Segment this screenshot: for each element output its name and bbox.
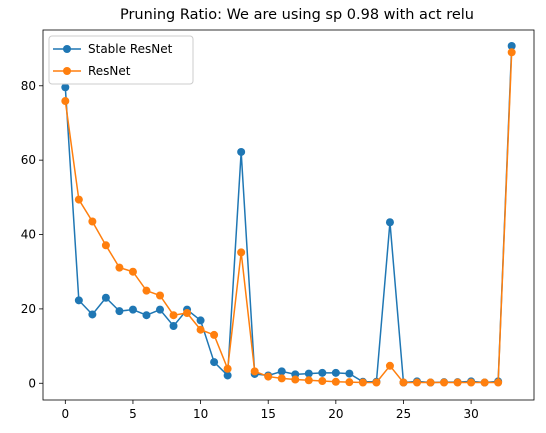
plot-area bbox=[61, 41, 516, 387]
data-point-1-1 bbox=[74, 195, 83, 204]
data-point-0-2 bbox=[88, 310, 97, 319]
y-tick-label-0: 0 bbox=[28, 376, 36, 390]
legend-marker-1 bbox=[63, 67, 71, 75]
data-point-0-12 bbox=[223, 371, 232, 380]
x-tick-label-2: 10 bbox=[193, 407, 208, 421]
y-tick-label-4: 80 bbox=[21, 79, 36, 93]
data-point-1-2 bbox=[88, 217, 97, 226]
data-point-1-33 bbox=[507, 48, 516, 57]
data-point-1-23 bbox=[372, 378, 381, 387]
chart-title: Pruning Ratio: We are using sp 0.98 with… bbox=[120, 7, 474, 23]
data-point-0-3 bbox=[101, 293, 110, 302]
data-point-1-7 bbox=[156, 291, 165, 300]
data-point-1-27 bbox=[426, 378, 435, 387]
data-point-0-13 bbox=[237, 147, 246, 156]
data-point-1-13 bbox=[237, 248, 246, 257]
data-point-1-26 bbox=[412, 378, 421, 387]
data-point-1-3 bbox=[101, 241, 110, 250]
data-point-0-11 bbox=[210, 358, 219, 367]
data-point-1-32 bbox=[494, 378, 503, 387]
data-point-1-24 bbox=[385, 361, 394, 370]
x-tick-label-1: 5 bbox=[129, 407, 137, 421]
x-tick-label-3: 15 bbox=[261, 407, 276, 421]
data-point-1-14 bbox=[250, 367, 259, 376]
data-point-0-19 bbox=[318, 368, 327, 377]
data-point-0-21 bbox=[345, 369, 354, 378]
series-line-0 bbox=[64, 45, 513, 384]
data-point-0-1 bbox=[74, 296, 83, 305]
data-point-0-10 bbox=[196, 316, 205, 325]
x-tick-label-4: 20 bbox=[328, 407, 343, 421]
legend-marker-0 bbox=[63, 45, 71, 53]
data-point-1-19 bbox=[318, 377, 327, 386]
data-point-0-4 bbox=[115, 307, 124, 316]
data-point-1-16 bbox=[277, 374, 286, 383]
data-point-1-11 bbox=[210, 330, 219, 339]
y-tick-label-3: 60 bbox=[21, 153, 36, 167]
data-point-1-18 bbox=[304, 376, 313, 385]
legend-box bbox=[48, 35, 194, 85]
legend-label-0: Stable ResNet bbox=[88, 42, 173, 56]
data-point-1-31 bbox=[480, 378, 489, 387]
data-point-1-25 bbox=[399, 378, 408, 387]
data-point-0-24 bbox=[385, 218, 394, 227]
data-point-1-5 bbox=[128, 267, 137, 276]
x-tick-label-5: 25 bbox=[396, 407, 411, 421]
y-tick-label-1: 20 bbox=[21, 302, 36, 316]
data-point-1-9 bbox=[183, 308, 192, 317]
data-point-1-29 bbox=[453, 378, 462, 387]
data-point-1-22 bbox=[358, 378, 367, 387]
data-point-0-5 bbox=[128, 305, 137, 314]
series-line-1 bbox=[64, 52, 513, 384]
x-tick-label-0: 0 bbox=[61, 407, 69, 421]
x-tick-label-6: 30 bbox=[463, 407, 478, 421]
data-point-1-15 bbox=[264, 372, 273, 381]
data-point-1-21 bbox=[345, 378, 354, 387]
data-point-0-18 bbox=[304, 369, 313, 378]
axes-frame bbox=[42, 29, 535, 401]
data-point-1-0 bbox=[61, 97, 70, 106]
data-point-0-8 bbox=[169, 322, 178, 330]
data-point-1-10 bbox=[196, 325, 205, 334]
data-point-0-0 bbox=[61, 83, 70, 92]
data-point-1-8 bbox=[169, 311, 178, 320]
data-point-0-6 bbox=[142, 311, 151, 320]
axis-ticks: 0 5 10 15 20 25 30 0 20 40 60 80 bbox=[21, 79, 479, 421]
data-point-0-33 bbox=[507, 41, 516, 50]
y-tick-label-2: 40 bbox=[21, 228, 36, 242]
data-point-0-16 bbox=[277, 367, 286, 376]
legend-label-1: ResNet bbox=[88, 64, 131, 78]
data-point-1-4 bbox=[115, 263, 124, 272]
data-point-1-28 bbox=[440, 378, 449, 387]
data-point-1-12 bbox=[223, 364, 232, 373]
legend: Stable ResNet ResNet bbox=[48, 35, 194, 85]
data-point-1-20 bbox=[331, 377, 340, 386]
data-point-0-20 bbox=[331, 368, 340, 377]
data-point-1-17 bbox=[291, 375, 300, 384]
data-point-0-7 bbox=[156, 305, 165, 314]
data-point-1-30 bbox=[467, 378, 476, 387]
data-point-1-6 bbox=[142, 286, 151, 295]
